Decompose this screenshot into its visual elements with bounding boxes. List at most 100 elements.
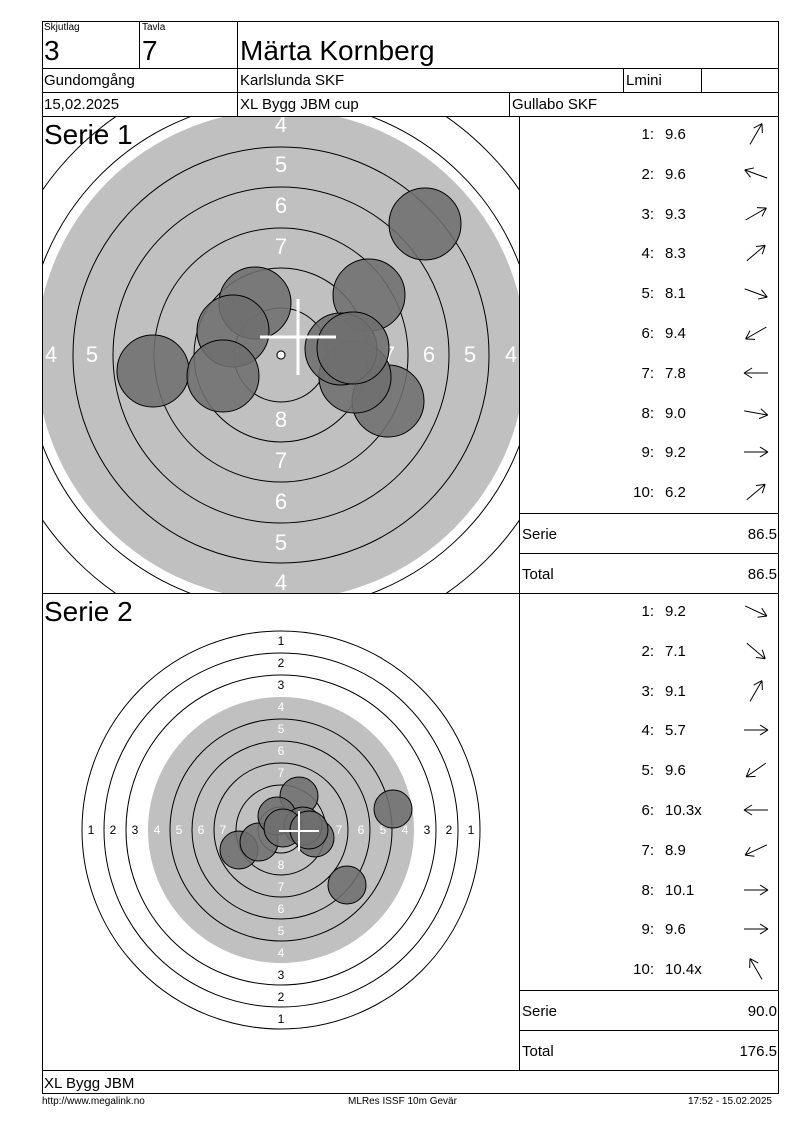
shot-value: 7.1: [665, 642, 686, 660]
shot-number: 5:: [641, 285, 654, 303]
ring-label: 6: [198, 823, 205, 837]
footer-timestamp: 17:52 - 15.02.2025: [688, 1096, 772, 1107]
shot-number: 8:: [641, 404, 654, 422]
ring-label: 5: [275, 152, 287, 177]
ring-label: 5: [275, 530, 287, 555]
shot-value: 5.7: [665, 722, 686, 740]
ring-7: [213, 762, 349, 898]
shot-number: 6:: [641, 325, 654, 342]
divider: [42, 92, 779, 93]
date: 15,02.2025: [44, 96, 120, 113]
shot-number: 4:: [641, 722, 654, 740]
direction-arrow-icon: [749, 958, 763, 980]
serie-total: 90.0: [747, 1003, 777, 1020]
ring-label: 6: [358, 823, 365, 837]
direction-arrow-icon: [744, 407, 769, 419]
footer-url[interactable]: http://www.megalink.no: [42, 1096, 145, 1107]
ring-label: 7: [220, 823, 227, 837]
ring-label: 3: [424, 823, 431, 837]
direction-arrow-icon: [745, 326, 767, 340]
shot-value: 9.2: [665, 444, 686, 462]
ring-label: 7: [278, 766, 285, 780]
shot-value: 9.6: [665, 126, 686, 143]
divider: [623, 68, 624, 92]
total-value: 176.5: [739, 1043, 777, 1060]
ring-label: 7: [278, 880, 285, 894]
total-label: Total: [522, 1043, 554, 1060]
target-serie-1: 4 5 6 7 8 7 6 5 4 4 5 7 6 5 4: [43, 117, 519, 593]
divider: [42, 593, 779, 594]
tavla-value: 7: [142, 35, 158, 66]
shot-value: 8.3: [665, 245, 686, 263]
direction-arrow-icon: [743, 367, 768, 379]
shot-number: 2:: [641, 642, 654, 660]
shot-number: 2:: [641, 165, 654, 183]
target-serie-2: 1 2 3 4 5 6 7 8 7 6 5 4 3 2 1 1 2 3 4 5 …: [81, 630, 481, 1030]
ring-5: [72, 146, 490, 564]
serie-2-shot-list: 1: 9.2 2: 7.1 3: 9.1 4: 5.7 5: 9.6 6: 10.3x 7: 8.9 8: 1…: [520, 594, 779, 1070]
ring-label: 7: [275, 448, 287, 473]
shot-number: 3:: [641, 682, 654, 700]
shot-number: 7:: [641, 841, 654, 859]
ring-label: 6: [275, 193, 287, 218]
ring-label: 6: [423, 342, 435, 367]
group-center-cross: [279, 811, 319, 851]
serie-label: Serie: [522, 1003, 558, 1020]
direction-arrow-icon: [744, 923, 769, 935]
shot-value: 8.9: [665, 841, 686, 859]
direction-arrow-icon: [749, 123, 763, 145]
ring-label: 2: [446, 823, 453, 837]
round-label: Gundomgång: [44, 72, 135, 89]
ring-label: 4: [278, 946, 285, 960]
divider: [42, 116, 779, 117]
total-value: 86.5: [747, 566, 777, 583]
direction-arrow-icon: [745, 206, 767, 221]
ring-label: 5: [380, 823, 387, 837]
shot-number: 5:: [641, 762, 654, 780]
direction-arrow-icon: [744, 167, 768, 179]
hit-1-7: [116, 334, 190, 408]
total-label: Total: [522, 566, 554, 583]
serie-label: Serie: [522, 526, 558, 543]
shot-value: 9.6: [665, 165, 686, 183]
direction-arrow-icon: [749, 679, 763, 702]
shot-number: 9:: [641, 921, 654, 939]
ring-label: 1: [278, 634, 285, 648]
shot-number: 10:: [633, 961, 654, 979]
direction-arrow-icon: [746, 642, 766, 660]
class-name: Lmini: [626, 72, 662, 89]
ring-label: 1: [88, 823, 95, 837]
ring-label: 3: [132, 823, 139, 837]
divider: [520, 553, 779, 554]
divider: [519, 116, 520, 1070]
ring-label: 5: [86, 342, 98, 367]
center-dot: [276, 350, 286, 360]
tavla-label: Tavla: [142, 22, 166, 33]
ring-label: 4: [505, 342, 517, 367]
divider: [42, 1070, 779, 1071]
shot-number: 1:: [641, 603, 654, 620]
ring-label: 4: [402, 823, 409, 837]
divider: [520, 1030, 779, 1031]
ring-label: 4: [278, 700, 285, 714]
serie-1-shot-list: 1: 9.6 2: 9.6 3: 9.3 4: 8.3 5: 8.1 6: 9.4 7: 7.8 8: 9.0…: [520, 117, 779, 593]
direction-arrow-icon: [746, 245, 766, 262]
shot-value: 9.2: [665, 603, 686, 620]
direction-arrow-icon: [744, 605, 768, 618]
direction-arrow-icon: [745, 762, 767, 778]
shot-value: 10.3x: [665, 802, 702, 819]
ring-label: 4: [275, 117, 287, 137]
sheet-frame: [42, 21, 779, 1094]
direction-arrow-icon: [744, 288, 768, 300]
group-center-cross: [260, 299, 336, 375]
ring-2: [103, 652, 459, 1008]
direction-arrow-icon: [744, 844, 768, 857]
club-name: Karlslunda SKF: [240, 72, 345, 89]
shot-number: 3:: [641, 205, 654, 223]
ring-label: 6: [275, 489, 287, 514]
skjutlag-label: Skjutlag: [44, 22, 80, 33]
hit-1-3: [316, 311, 390, 385]
direction-arrow-icon: [743, 804, 768, 816]
series-1-title: Serie 1: [44, 119, 133, 150]
hit-1-6: [388, 187, 462, 261]
